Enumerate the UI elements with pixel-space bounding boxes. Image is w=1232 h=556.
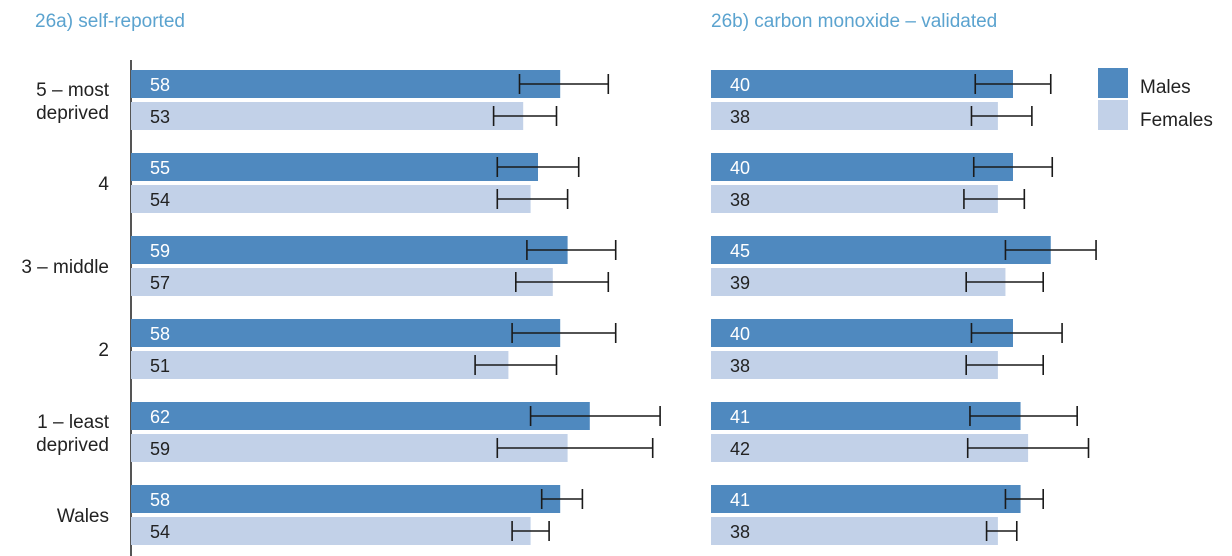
- bar-females: [711, 268, 1006, 296]
- bar-value-label: 54: [150, 522, 170, 542]
- category-label: deprived: [36, 435, 109, 456]
- bar-value-label: 45: [730, 241, 750, 261]
- legend-label-males: Males: [1140, 77, 1191, 98]
- bar-females: [131, 517, 531, 545]
- panel-title: 26a) self-reported: [35, 11, 185, 32]
- category-label: deprived: [36, 103, 109, 124]
- bar-value-label: 53: [150, 107, 170, 127]
- bar-value-label: 57: [150, 273, 170, 293]
- bar-value-label: 62: [150, 407, 170, 427]
- bar-males: [131, 402, 590, 430]
- category-label: 4: [98, 174, 109, 195]
- legend-swatch-males: [1098, 68, 1128, 98]
- legend-label-females: Females: [1140, 110, 1213, 131]
- bar-value-label: 40: [730, 324, 750, 344]
- bar-value-label: 38: [730, 356, 750, 376]
- bar-females: [711, 517, 998, 545]
- bar-value-label: 55: [150, 158, 170, 178]
- bar-females: [131, 185, 531, 213]
- bar-males: [711, 485, 1021, 513]
- bar-males: [711, 153, 1013, 181]
- category-label: Wales: [57, 506, 109, 527]
- bar-value-label: 38: [730, 190, 750, 210]
- bar-males: [131, 319, 561, 347]
- bar-males: [711, 319, 1013, 347]
- bar-value-label: 51: [150, 356, 170, 376]
- panel-title: 26b) carbon monoxide – validated: [711, 11, 997, 32]
- bar-value-label: 59: [150, 439, 170, 459]
- bar-females: [131, 102, 524, 130]
- category-label: 2: [98, 340, 109, 361]
- bar-females: [131, 434, 568, 462]
- legend-swatch-females: [1098, 100, 1128, 130]
- category-label: 1 – least: [37, 412, 110, 433]
- bar-value-label: 40: [730, 75, 750, 95]
- bar-value-label: 41: [730, 490, 750, 510]
- bar-males: [711, 402, 1021, 430]
- bar-males: [131, 70, 561, 98]
- category-label: 3 – middle: [21, 257, 109, 278]
- category-label: 5 – most: [36, 80, 110, 101]
- bar-value-label: 58: [150, 490, 170, 510]
- bar-value-label: 41: [730, 407, 750, 427]
- bar-value-label: 38: [730, 522, 750, 542]
- bar-value-label: 58: [150, 75, 170, 95]
- bar-value-label: 38: [730, 107, 750, 127]
- bar-females: [131, 268, 553, 296]
- bar-value-label: 40: [730, 158, 750, 178]
- bar-males: [131, 153, 538, 181]
- bar-females: [711, 351, 998, 379]
- bar-females: [711, 185, 998, 213]
- bar-value-label: 54: [150, 190, 170, 210]
- bar-males: [131, 485, 561, 513]
- bar-males: [711, 236, 1051, 264]
- bar-males: [131, 236, 568, 264]
- bar-females: [131, 351, 509, 379]
- bar-value-label: 39: [730, 273, 750, 293]
- bar-males: [711, 70, 1013, 98]
- bar-value-label: 58: [150, 324, 170, 344]
- bar-value-label: 59: [150, 241, 170, 261]
- bar-females: [711, 102, 998, 130]
- bar-value-label: 42: [730, 439, 750, 459]
